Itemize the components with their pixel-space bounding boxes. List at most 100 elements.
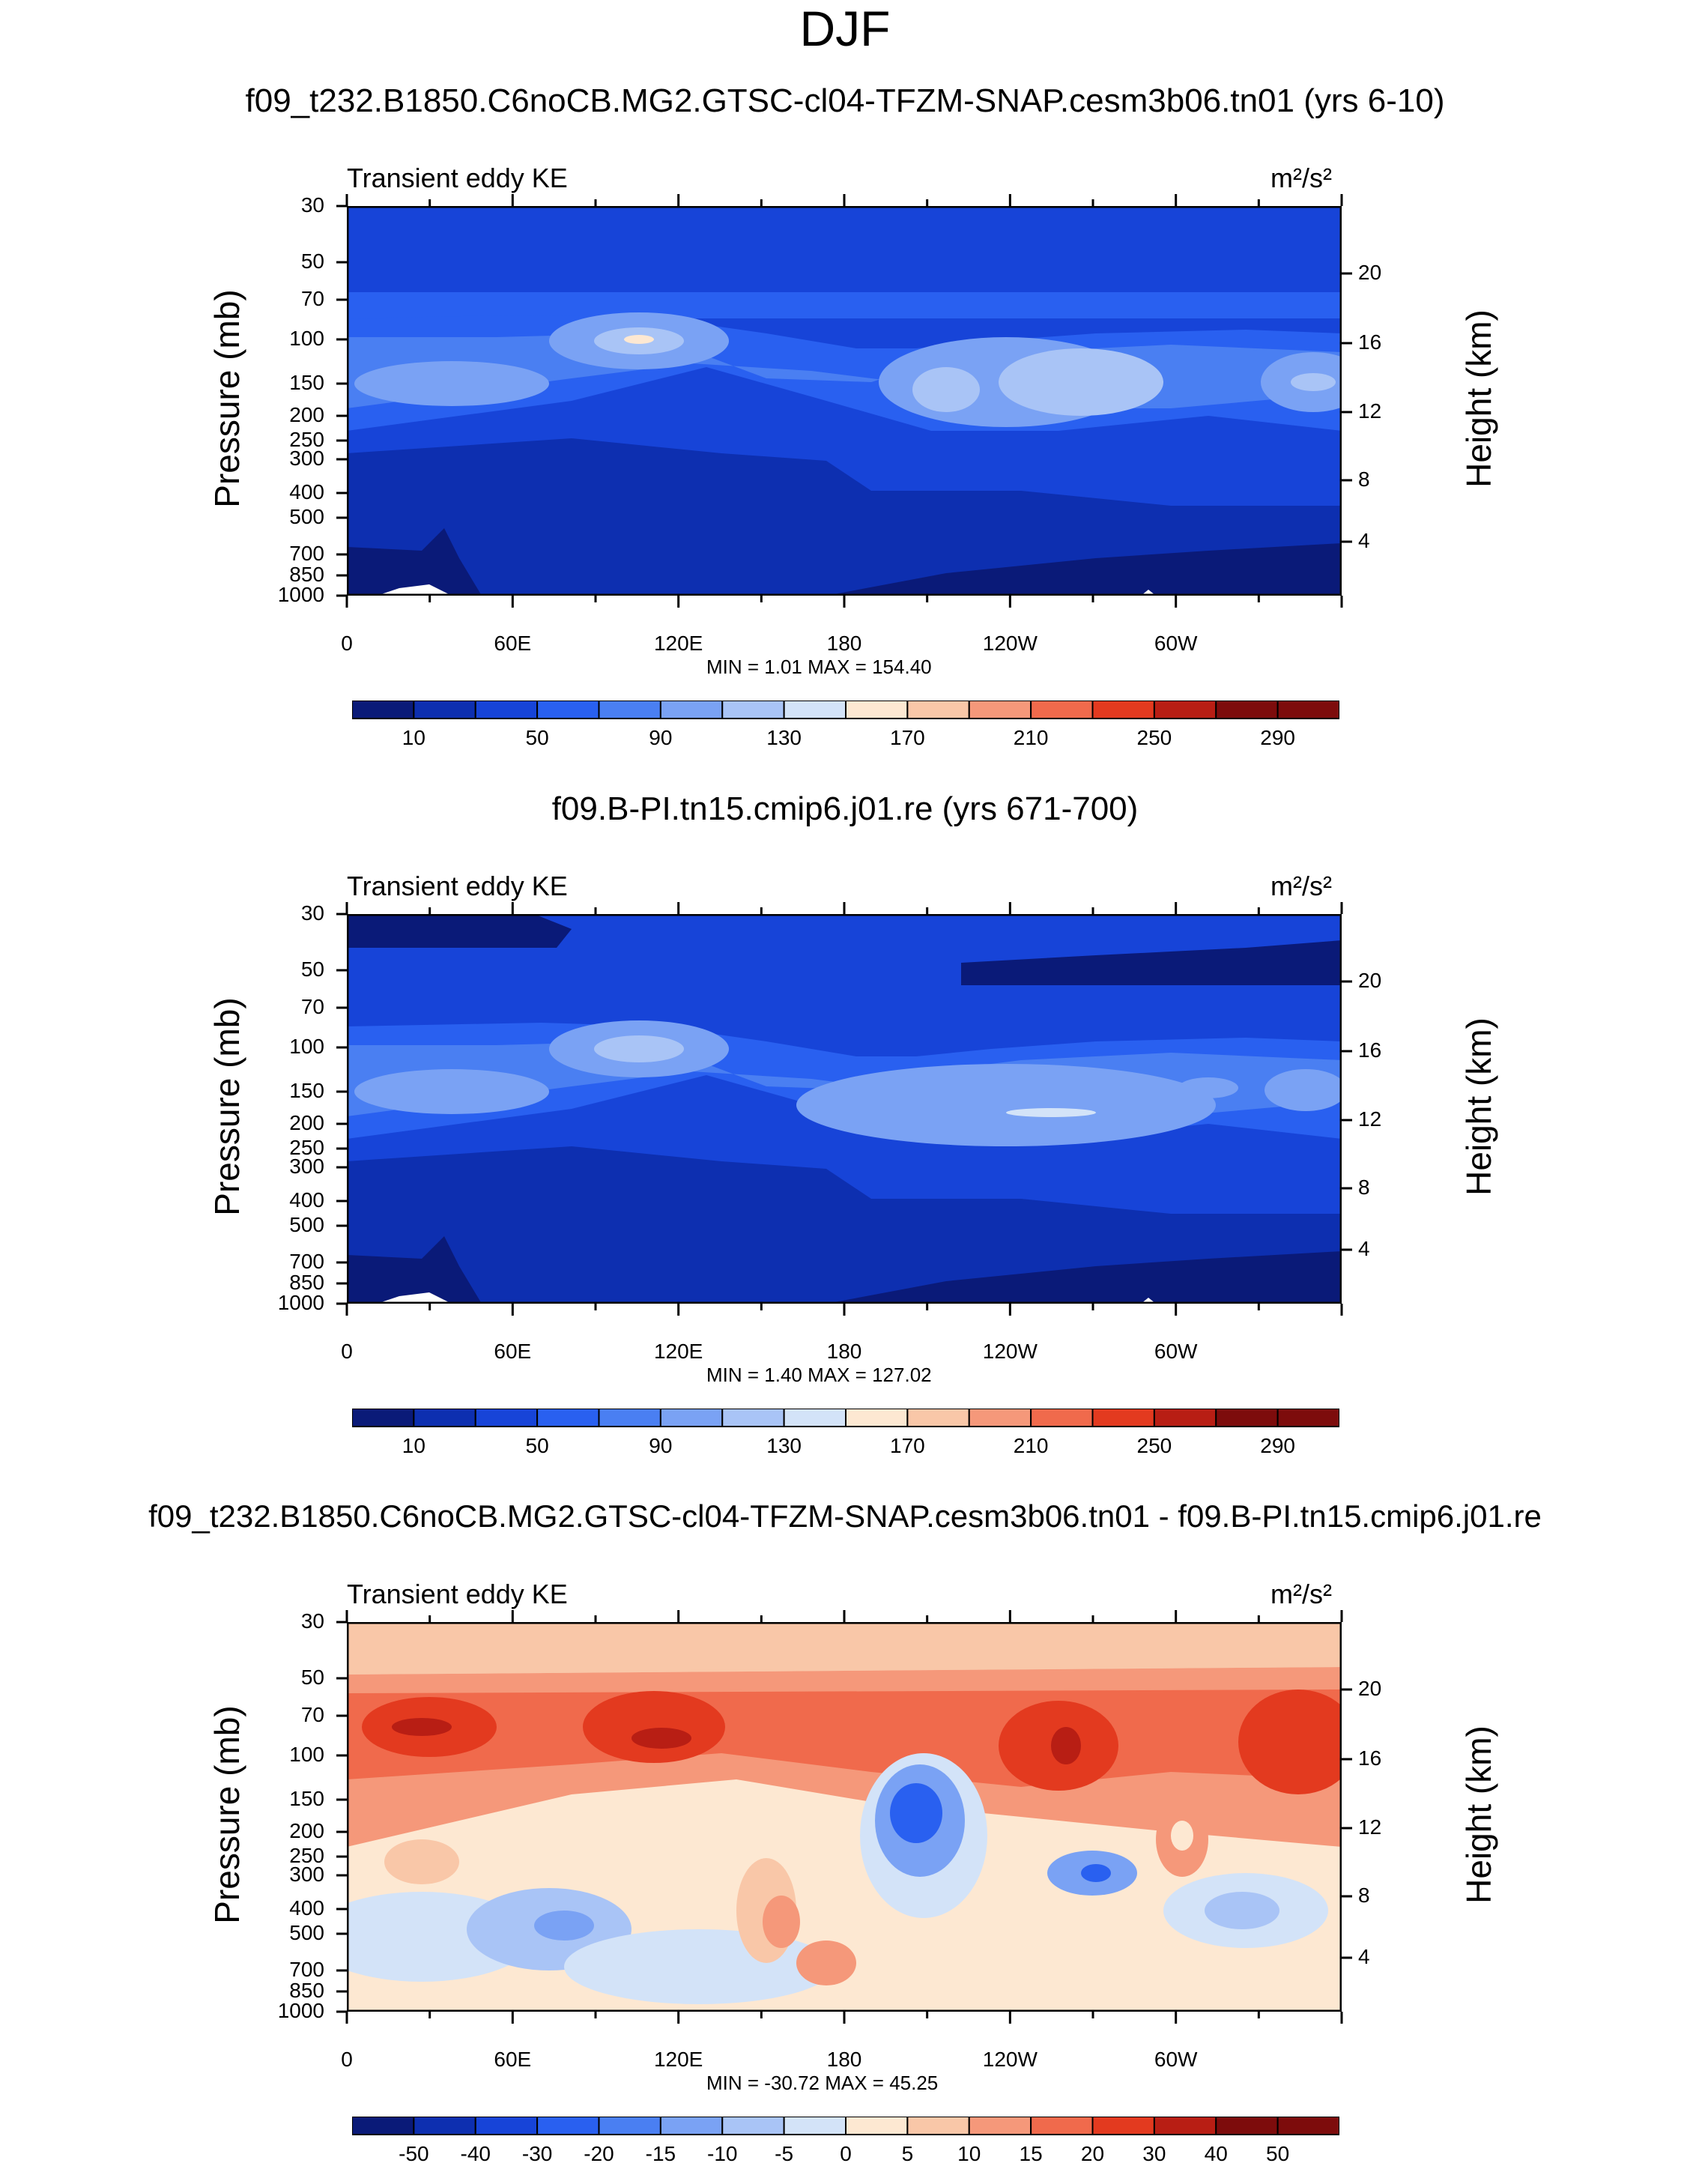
cold-lower-3-core <box>1205 1892 1279 1929</box>
colorbar-label: 290 <box>1260 1434 1295 1457</box>
right-tick-label: 4 <box>1358 1945 1370 1968</box>
x-tick-label: 60E <box>494 2048 532 2071</box>
y-tick-label: 100 <box>289 1743 324 1766</box>
y-tick-label: 1000 <box>277 1291 324 1314</box>
x-tick-label: 60E <box>494 632 532 655</box>
y-tick-label: 850 <box>289 563 324 586</box>
y-tick-label: 50 <box>300 1666 324 1689</box>
right-tick-label: 20 <box>1358 969 1382 992</box>
jet-core-atlantic-inner <box>1291 373 1336 391</box>
y-tick-label: 400 <box>289 1896 324 1920</box>
contour-plot <box>347 914 1342 1304</box>
colorbar-swatch <box>906 1409 970 1427</box>
colorbar-swatch <box>1030 701 1094 719</box>
axis-ticks <box>336 1610 1352 2024</box>
colorbar-label: 130 <box>766 726 802 749</box>
colorbar-swatch <box>352 2117 415 2135</box>
y-axis-title: Pressure (mb) <box>208 289 246 508</box>
panel-title: f09_t232.B1850.C6noCB.MG2.GTSC-cl04-TFZM… <box>245 82 1445 119</box>
y-tick-label: 30 <box>300 901 324 925</box>
lower-trop <box>347 438 1342 596</box>
colorbar-swatch <box>783 2117 846 2135</box>
units-label: m²/s² <box>1270 871 1332 901</box>
x-tick-label: 120W <box>982 632 1038 655</box>
y-tick-label: 700 <box>289 1958 324 1981</box>
colorbar-swatch <box>721 1409 785 1427</box>
y-tick-label: 200 <box>289 403 324 426</box>
warm-core-4 <box>1238 1690 1342 1794</box>
jet-core-pacific-inner <box>999 348 1163 416</box>
upper-band <box>347 206 1342 296</box>
y-tick-label: 300 <box>289 447 324 470</box>
y-axis-title: Pressure (mb) <box>208 1705 246 1924</box>
y-tick-label: 50 <box>300 958 324 981</box>
colorbar-swatch <box>1276 701 1339 719</box>
colorbar-swatch <box>968 701 1032 719</box>
y-tick-label: 300 <box>289 1155 324 1178</box>
units-label: m²/s² <box>1270 163 1332 193</box>
plot-label: Transient eddy KE <box>347 871 568 901</box>
y-tick-label: 850 <box>289 1979 324 2002</box>
colorbar-label: 5 <box>901 2142 914 2165</box>
colorbar-label: 50 <box>525 1434 549 1457</box>
right-tick-label: 20 <box>1358 261 1382 284</box>
warm-mid-2 <box>796 1941 856 1985</box>
x-tick-label: 120E <box>653 2048 703 2071</box>
colorbar-label: 170 <box>890 726 925 749</box>
colorbar-label: 290 <box>1260 726 1295 749</box>
colorbar: 10 50 90 130 170 210 250 290 <box>352 701 1339 768</box>
x-tick-label: 120W <box>982 1340 1038 1363</box>
colorbar-swatch <box>783 1409 846 1427</box>
plot-label: Transient eddy KE <box>347 1579 568 1609</box>
right-axis-title: Height (km) <box>1459 1725 1498 1904</box>
warm-core-3-inner <box>1051 1727 1081 1764</box>
right-tick-label: 4 <box>1358 1237 1370 1260</box>
warm-mid-1-core <box>763 1896 800 1948</box>
x-tick-label: 60W <box>1154 2048 1198 2071</box>
warm-core-2 <box>583 1691 725 1763</box>
colorbar-swatch <box>413 701 476 719</box>
colorbar-swatch <box>1091 2117 1155 2135</box>
colorbar-label: 50 <box>1266 2142 1290 2165</box>
colorbar-swatch <box>536 2117 600 2135</box>
colorbar-swatch <box>474 701 539 719</box>
cold-anom-core <box>890 1783 942 1843</box>
colorbar-swatches <box>352 2117 1339 2135</box>
right-tick-label: 4 <box>1358 529 1370 552</box>
right-tick-label: 12 <box>1358 1107 1382 1131</box>
right-tick-label: 16 <box>1358 1746 1382 1770</box>
jet-max <box>624 335 654 344</box>
cold-anom-2-core <box>1081 1864 1111 1882</box>
jet-core-left <box>354 1069 549 1114</box>
plot-frame <box>347 1622 1342 2012</box>
colorbar-swatch <box>474 2117 539 2135</box>
colorbar-swatch <box>659 2117 724 2135</box>
right-tick-label: 8 <box>1358 468 1370 491</box>
jet-core-atlantic <box>1265 1069 1342 1111</box>
warm-core-1-inner <box>392 1718 452 1736</box>
colorbar-label: 50 <box>525 726 549 749</box>
y-tick-label: 400 <box>289 1188 324 1212</box>
colorbar-swatch <box>721 701 785 719</box>
y-tick-label: 1000 <box>277 583 324 606</box>
jet-core-pacific <box>796 1064 1216 1146</box>
y-tick-label: 200 <box>289 1111 324 1134</box>
colorbar-swatch <box>1153 1409 1217 1427</box>
x-tick-label: 180 <box>826 632 862 655</box>
colorbar-swatch <box>968 1409 1032 1427</box>
colorbar-swatch <box>1091 701 1155 719</box>
topography-tibet <box>377 584 452 596</box>
x-tick-label: 120E <box>653 1340 703 1363</box>
lower-trop <box>347 1146 1342 1304</box>
surface-dark-right <box>826 1251 1342 1304</box>
y-tick-label: 30 <box>300 193 324 217</box>
colorbar-swatch <box>1215 2117 1279 2135</box>
colorbar-label: 10 <box>402 1434 425 1457</box>
surface-dark-right <box>826 543 1342 596</box>
axis-ticks <box>336 902 1352 1316</box>
x-tick-label: 60E <box>494 1340 532 1363</box>
colorbar-swatch <box>721 2117 785 2135</box>
x-tick-label: 0 <box>341 1340 353 1363</box>
right-tick-label: 16 <box>1358 330 1382 354</box>
units-label: m²/s² <box>1270 1579 1332 1609</box>
